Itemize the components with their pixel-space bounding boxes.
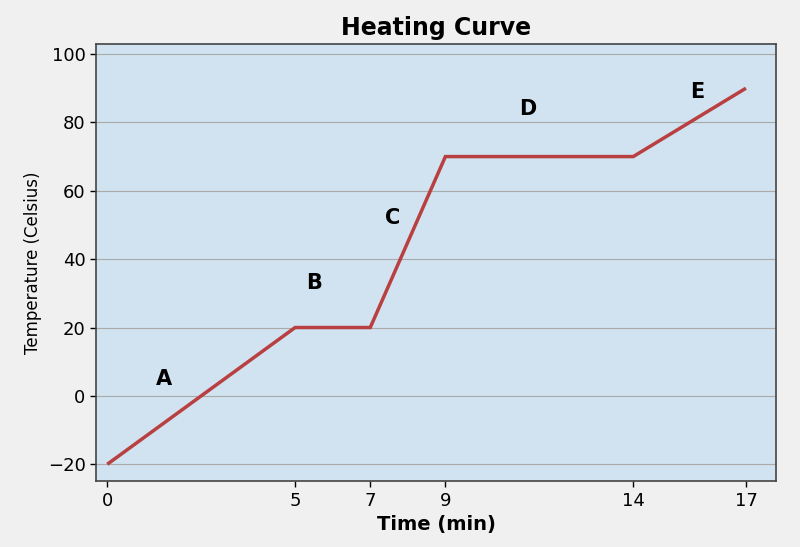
- Title: Heating Curve: Heating Curve: [341, 16, 531, 40]
- X-axis label: Time (min): Time (min): [377, 515, 495, 534]
- Y-axis label: Temperature (Celsius): Temperature (Celsius): [24, 171, 42, 354]
- Text: E: E: [690, 82, 704, 102]
- Text: B: B: [306, 273, 322, 293]
- Text: A: A: [155, 369, 172, 389]
- Text: D: D: [519, 98, 537, 119]
- Text: C: C: [385, 208, 401, 228]
